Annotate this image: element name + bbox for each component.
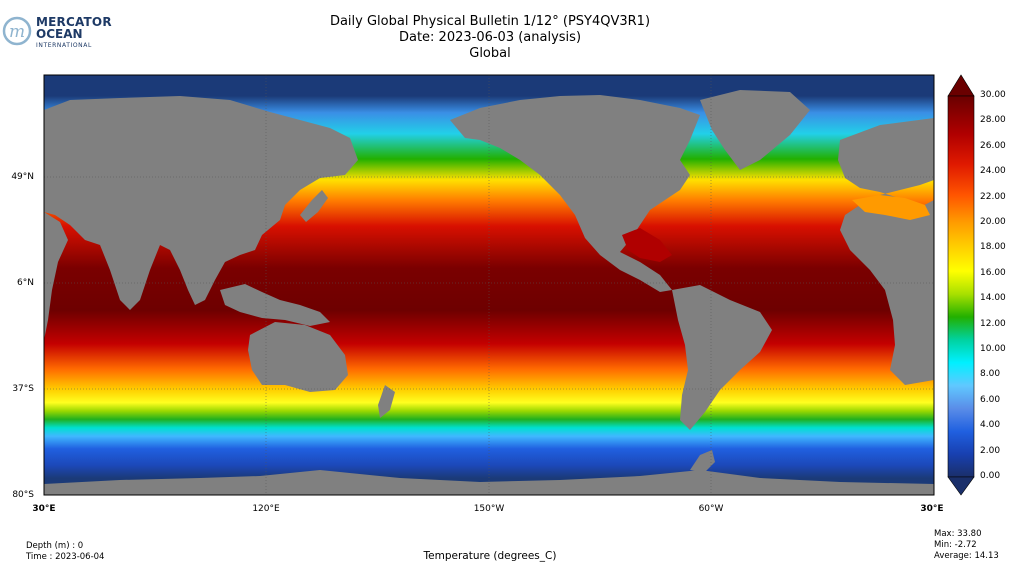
time-text: Time : 2023-06-04 (26, 552, 105, 562)
colorbar-tick-label: 26.00 (980, 140, 1006, 151)
lon-label-120e: 120°E (252, 504, 280, 514)
title-line-bulletin: Daily Global Physical Bulletin 1/12° (PS… (329, 14, 651, 29)
colorbar-tick-label: 28.00 (980, 115, 1006, 126)
land-japan (300, 190, 328, 222)
average-text: Average: 14.13 (934, 551, 999, 561)
colorbar-tick-label: 4.00 (980, 420, 1001, 431)
land-south-america (672, 285, 772, 430)
logo-text-ocean: OCEAN (36, 27, 83, 41)
lat-label-6n: 6°N (17, 278, 34, 288)
footer-stats: Max: 33.80 Min: -2.72 Average: 14.13 (934, 529, 999, 562)
colorbar-max-extend (947, 74, 975, 97)
min-text: Min: -2.72 (934, 540, 977, 550)
land-europe-africa (838, 118, 934, 385)
land-antarctica (44, 470, 934, 495)
colorbar-tick-label: 20.00 (980, 217, 1006, 227)
max-text: Max: 33.80 (934, 529, 982, 539)
lat-label-80s: 80°S (12, 490, 34, 500)
land-north-america (450, 95, 700, 292)
lon-label-150w: 150°W (473, 504, 505, 514)
land-australia (248, 322, 348, 392)
land-greenland (700, 90, 810, 170)
svg-text:m: m (9, 22, 25, 42)
graticule (44, 75, 934, 495)
land-eurasia-west (44, 96, 358, 310)
colorbar-tick-label: 0.00 (980, 471, 1001, 481)
colorbar (947, 74, 975, 496)
lon-label-30e-right: 30°E (920, 504, 944, 514)
colorbar-tick-label: 14.00 (980, 293, 1006, 304)
map-frame (43, 74, 935, 496)
colorbar-tick-label: 16.00 (980, 267, 1006, 278)
map-title: Daily Global Physical Bulletin 1/12° (PS… (200, 14, 780, 62)
colorbar-tick-label: 10.00 (980, 344, 1006, 354)
variable-label: Temperature (degrees_C) (423, 550, 557, 562)
colorbar-tick-label: 12.00 (980, 318, 1006, 329)
caribbean-sea (622, 228, 672, 262)
lon-label-60w: 60°W (698, 504, 724, 514)
colorbar-tick-label: 22.00 (980, 191, 1006, 202)
colorbar-tick-label: 30.00 (980, 90, 1006, 100)
colorbar-tick-label: 6.00 (980, 394, 1001, 405)
land-masses (44, 90, 934, 495)
depth-text: Depth (m) : 0 (26, 541, 84, 551)
footer-left: Depth (m) : 0 Time : 2023-06-04 (26, 541, 104, 563)
lat-label-37s: 37°S (12, 384, 34, 394)
colorbar-min-extend (947, 476, 975, 496)
land-africa-east (44, 212, 68, 340)
logo-emblem-icon: m (2, 16, 32, 46)
colorbar-tick-label: 8.00 (980, 369, 1001, 380)
colorbar-tick-label: 18.00 (980, 242, 1006, 253)
logo-text-mercator: MERCATOR (36, 15, 112, 29)
mercator-logo: m MERCATOR OCEAN INTERNATIONAL (2, 14, 112, 54)
land-new-zealand (378, 385, 395, 418)
colorbar-tick-label: 2.00 (980, 445, 1001, 456)
land-antarctic-peninsula (690, 450, 715, 472)
colorbar-gradient (947, 95, 975, 478)
title-line-region: Global (469, 46, 511, 61)
mediterranean-sea (852, 195, 930, 220)
colorbar-tick-label: 24.00 (980, 166, 1006, 177)
title-line-date: Date: 2023-06-03 (analysis) (398, 30, 582, 45)
lon-label-30e-left: 30°E (32, 504, 56, 514)
logo-text-international: INTERNATIONAL (36, 42, 92, 49)
land-indonesia (220, 284, 330, 326)
lat-label-49n: 49°N (11, 172, 34, 182)
